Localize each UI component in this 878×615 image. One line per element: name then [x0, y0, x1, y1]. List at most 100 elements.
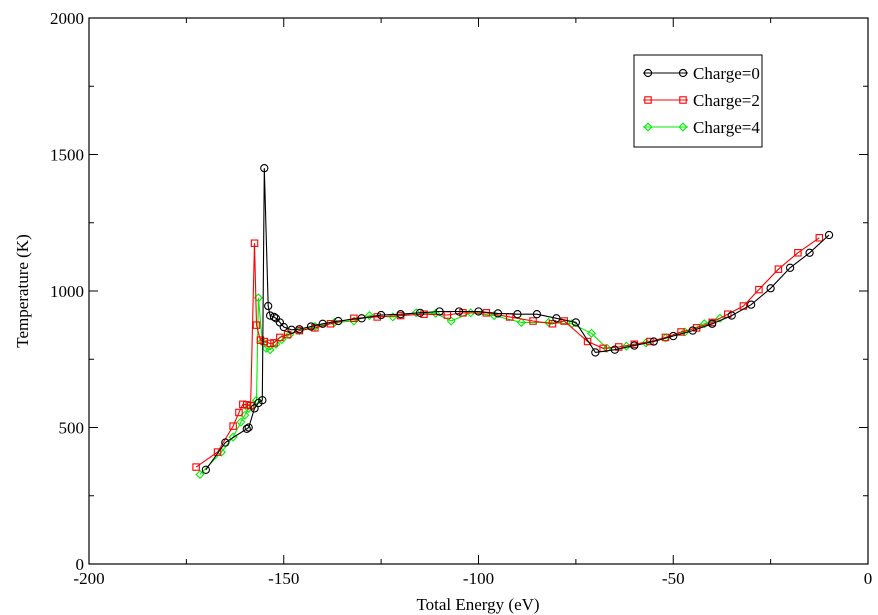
data-point-circle — [295, 325, 304, 334]
data-point-square — [266, 339, 274, 348]
legend-item: Charge=4 — [643, 118, 760, 137]
data-point-circle — [785, 263, 795, 272]
data-point-circle — [630, 341, 639, 350]
data-point-square — [242, 401, 251, 409]
data-point-circle — [688, 326, 697, 335]
series-line — [205, 168, 830, 471]
data-point-circle — [318, 319, 327, 328]
data-point-circle — [610, 345, 619, 354]
data-point-circle — [805, 248, 814, 257]
data-point-diamond — [265, 345, 275, 355]
data-point-square — [794, 249, 802, 257]
data-point-square — [239, 400, 247, 409]
data-point-square — [192, 463, 200, 471]
data-point-circle — [415, 308, 425, 317]
legend-marker-start — [643, 122, 653, 132]
data-point-circle — [221, 438, 230, 447]
data-point-square — [311, 324, 319, 332]
data-point-circle — [493, 309, 503, 318]
data-point-diamond — [364, 310, 375, 321]
data-point-square — [276, 333, 284, 342]
data-point-circle — [591, 348, 600, 357]
series-charge-0 — [201, 163, 834, 474]
data-point-circle — [824, 230, 834, 240]
legend-label: Charge=4 — [693, 118, 760, 137]
data-point-circle — [435, 307, 444, 316]
data-point-circle — [269, 312, 279, 322]
data-point-square — [677, 328, 685, 336]
series-charge-2 — [192, 234, 824, 471]
data-point-circle — [201, 465, 210, 474]
data-point-square — [235, 408, 243, 417]
data-point-square — [260, 337, 269, 346]
legend-item: Charge=2 — [643, 91, 760, 110]
data-point-circle — [334, 316, 343, 326]
data-point-circle — [532, 310, 542, 319]
data-point-diamond — [544, 317, 554, 327]
y-axis-title: Temperature (K) — [13, 234, 32, 348]
data-point-square — [213, 448, 222, 456]
data-point-circle — [708, 319, 717, 328]
data-point-circle — [474, 307, 483, 316]
legend-marker-end — [679, 96, 687, 104]
data-point-circle — [727, 311, 736, 320]
data-point-square — [815, 234, 824, 242]
y-tick-label: 2000 — [50, 9, 84, 28]
legend-item: Charge=0 — [643, 64, 760, 83]
series-layer — [192, 163, 834, 480]
data-point-diamond — [236, 417, 246, 427]
data-point-circle — [649, 337, 658, 346]
data-point-square — [283, 330, 292, 339]
data-point-diamond — [516, 317, 526, 327]
y-tick-label: 1000 — [50, 282, 84, 301]
legend-marker-start — [643, 68, 653, 78]
data-point-square — [529, 317, 537, 325]
data-point-diamond — [699, 319, 709, 329]
x-axis-title: Total Energy (eV) — [416, 595, 539, 614]
data-point-diamond — [195, 469, 205, 480]
data-point-circle — [250, 404, 259, 413]
y-tick-label: 0 — [76, 555, 85, 574]
data-point-circle — [260, 163, 269, 173]
data-point-square — [250, 239, 259, 247]
data-point-circle — [552, 314, 561, 323]
data-point-square — [229, 422, 237, 430]
data-point-square — [270, 339, 278, 347]
legend-label: Charge=0 — [693, 64, 760, 83]
x-tick-label: -100 — [463, 569, 494, 588]
data-point-circle — [747, 300, 756, 309]
legend-box — [633, 54, 763, 148]
data-point-circle — [279, 322, 288, 332]
data-point-diamond — [602, 343, 612, 353]
x-tick-label: -50 — [662, 569, 685, 588]
data-point-circle — [244, 423, 253, 432]
data-point-square — [755, 285, 763, 294]
data-point-diamond — [586, 328, 597, 338]
x-tick-label: -200 — [73, 569, 104, 588]
data-point-circle — [669, 331, 678, 341]
legend-marker-end — [678, 68, 688, 78]
data-point-circle — [264, 301, 273, 311]
y-tick-label: 1500 — [50, 146, 84, 165]
series-line — [199, 297, 721, 475]
data-point-square — [774, 265, 783, 273]
legend-marker-start — [644, 96, 652, 104]
data-point-circle — [376, 310, 386, 320]
data-point-diamond — [446, 316, 456, 326]
data-point-square — [326, 320, 335, 328]
x-tick-label: -150 — [268, 569, 299, 588]
axis-ticks: -200 -150 -100 -50 0 0 500 1000 1500 2000 — [50, 9, 872, 588]
data-point-circle — [258, 396, 267, 405]
data-point-circle — [396, 310, 405, 319]
data-point-square — [252, 321, 261, 329]
data-point-diamond — [411, 308, 421, 318]
x-tick-label: 0 — [864, 569, 873, 588]
data-point-square — [583, 337, 592, 346]
data-point-circle — [513, 310, 522, 319]
data-point-circle — [306, 322, 316, 331]
data-point-square — [420, 310, 428, 318]
y-tick-label: 500 — [59, 419, 85, 438]
legend: Charge=0 Charge=2 Charge=4 — [633, 54, 763, 148]
legend-label: Charge=2 — [693, 91, 760, 110]
